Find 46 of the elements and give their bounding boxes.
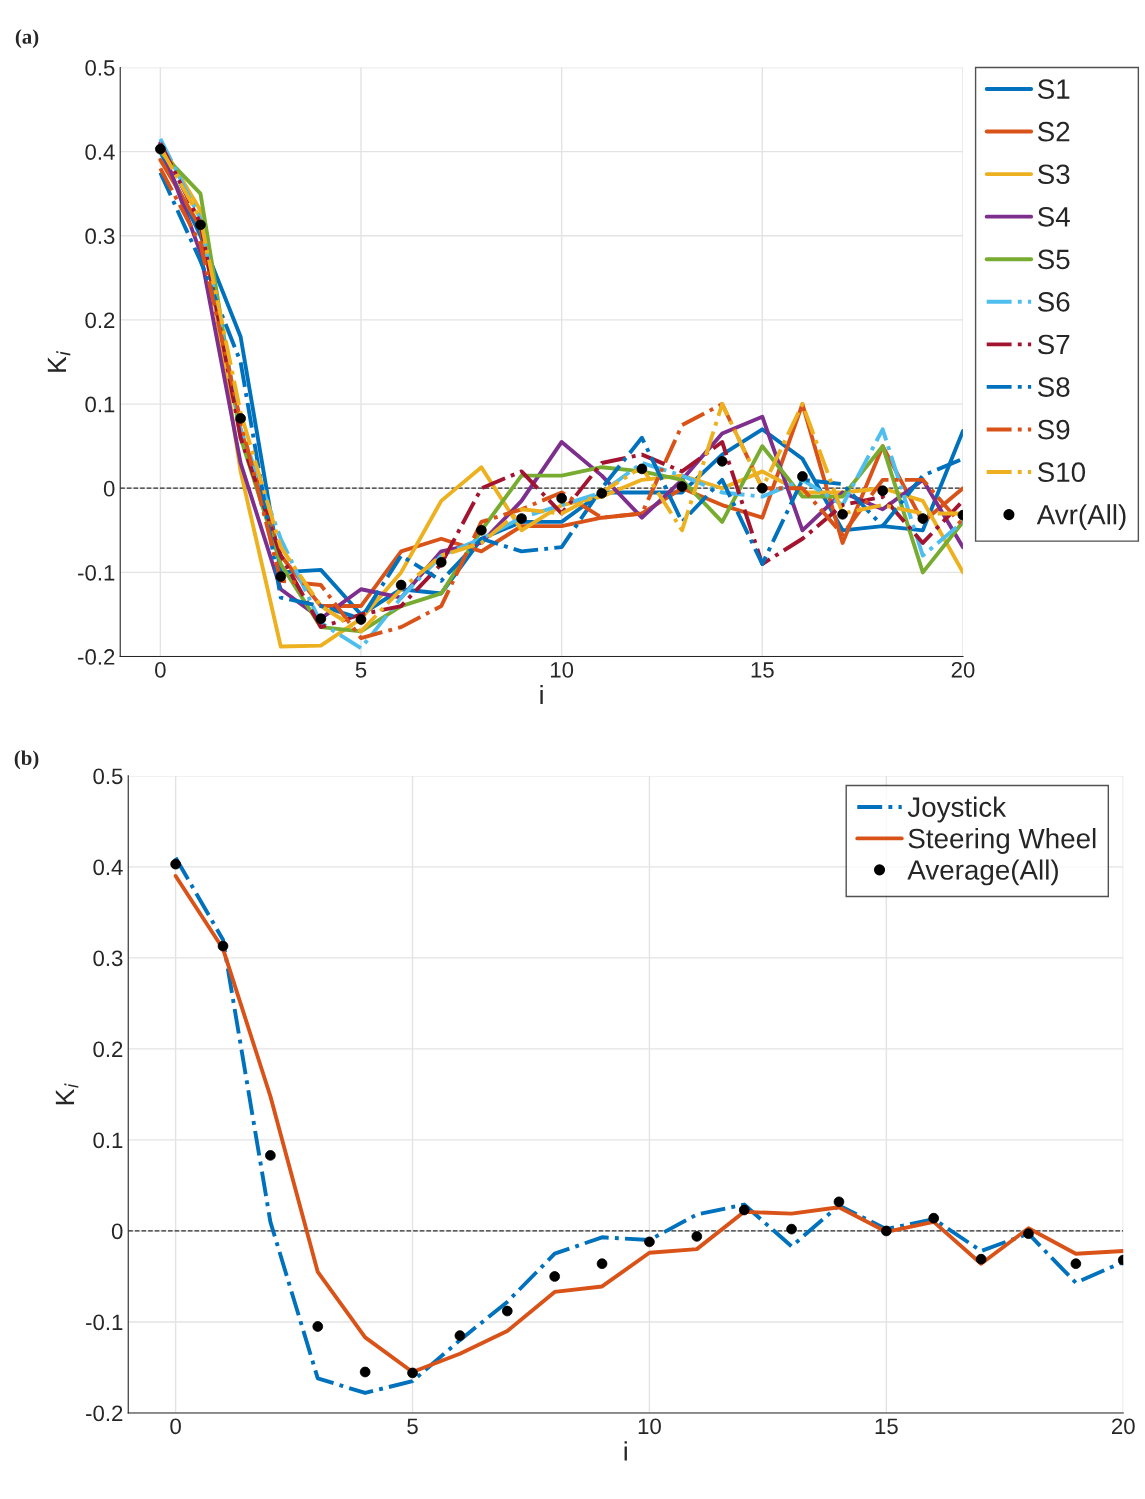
legend-label: Avr(All)	[1036, 504, 1126, 531]
legend-label: Average(All)	[907, 859, 1058, 886]
x-tick-label: 0	[170, 1418, 181, 1435]
x-tick-label: 5	[407, 1418, 418, 1435]
legend-label: S7	[1037, 334, 1070, 355]
legend-label: S3	[1037, 164, 1070, 185]
y-tick-label: 0	[111, 1223, 123, 1240]
legend-label: S1	[1037, 79, 1070, 99]
legend-label: S5	[1037, 249, 1070, 270]
y-tick-label: 0.2	[85, 312, 115, 329]
x-tick-label: 20	[1112, 1418, 1135, 1435]
legend-label: S8	[1037, 377, 1070, 397]
y-tick-label: 0.1	[93, 1132, 123, 1149]
chart-title: (b)	[14, 750, 39, 770]
y-tick-label: -0.1	[78, 564, 115, 581]
x-tick-label: 0	[155, 662, 166, 678]
x-tick-label: 10	[550, 662, 574, 678]
legend-label: Steering Wheel	[908, 828, 1096, 854]
x-tick-label: 20	[951, 662, 975, 678]
y-tick-label: 0.2	[93, 1041, 123, 1058]
legend-label: Joystick	[907, 796, 1007, 823]
y-axis-title: K$_{i}$	[55, 1083, 79, 1105]
chart-title: (a)	[15, 29, 39, 49]
legend-label: S9	[1037, 419, 1070, 440]
legend-label: S6	[1037, 292, 1070, 312]
legend-label: S4	[1037, 206, 1070, 227]
y-tick-label: 0	[103, 480, 115, 497]
y-tick-label: -0.2	[78, 649, 115, 665]
x-tick-label: 15	[751, 662, 774, 678]
y-tick-label: 0.5	[93, 768, 123, 785]
legend-label: S2	[1037, 121, 1070, 142]
y-axis-title: K$_{i}$	[47, 350, 71, 372]
y-tick-label: 0.5	[85, 59, 115, 76]
y-tick-label: -0.2	[86, 1405, 123, 1422]
y-tick-label: 0.1	[85, 396, 115, 413]
y-tick-label: 0.4	[93, 859, 123, 876]
x-tick-label: 10	[638, 1418, 661, 1435]
x-axis-title: i	[540, 684, 543, 705]
x-tick-label: 5	[355, 662, 367, 678]
legend-label: S10	[1037, 462, 1086, 483]
y-tick-label: 0.4	[85, 144, 115, 160]
x-axis-title: i	[624, 1441, 627, 1461]
y-tick-label: 0.3	[85, 228, 115, 245]
y-tick-label: -0.1	[86, 1314, 123, 1331]
x-tick-label: 15	[875, 1418, 898, 1435]
y-tick-label: 0.3	[93, 950, 123, 967]
